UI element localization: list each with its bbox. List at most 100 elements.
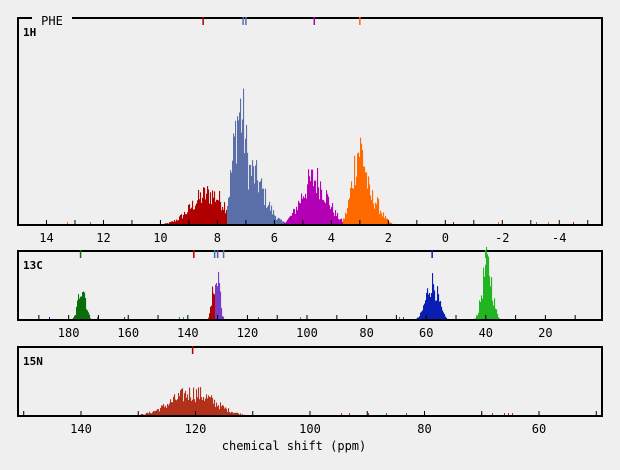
histogram-bar-13c bbox=[183, 317, 184, 320]
histogram-bar-15n bbox=[171, 402, 173, 416]
histogram-bar-15n bbox=[210, 397, 212, 416]
panel-frame-13c bbox=[17, 250, 603, 321]
histogram-bar-1h bbox=[325, 203, 327, 225]
histogram-bar-15n bbox=[232, 412, 234, 416]
panel-1h: 1H 14 12 10 8 6 4 2 0 -2 -4 bbox=[17, 17, 603, 245]
histogram-bar-15n bbox=[151, 413, 153, 416]
histogram-bar-1h bbox=[221, 210, 223, 225]
histogram-bar-1h bbox=[210, 192, 212, 225]
histogram-bar-1h bbox=[356, 176, 358, 225]
histogram-bar-1h bbox=[187, 212, 189, 225]
histogram-bar-13c bbox=[83, 291, 85, 320]
histogram-bar-15n bbox=[164, 407, 166, 416]
histogram-bar-1h bbox=[362, 149, 364, 225]
histogram-bar-1h bbox=[169, 222, 171, 225]
histogram-bar-13c bbox=[440, 301, 442, 320]
histogram-bar-1h bbox=[212, 190, 214, 225]
tick-label-15n: 140 bbox=[70, 422, 92, 436]
histogram-bar-15n bbox=[236, 412, 238, 416]
histogram-bar-13c bbox=[428, 294, 430, 320]
histogram-bar-13c bbox=[495, 308, 497, 320]
histogram-bar-15n bbox=[234, 412, 236, 416]
histogram-bar-1h bbox=[252, 160, 254, 225]
histogram-bar-1h bbox=[316, 193, 318, 225]
histogram-bar-1h bbox=[254, 183, 256, 225]
histogram-bar-13c bbox=[478, 312, 480, 320]
histogram-bar-13c bbox=[433, 284, 435, 320]
histogram-bar-1h bbox=[240, 98, 242, 225]
panel-label-1h: 1H bbox=[23, 26, 36, 39]
histogram-bar-15n bbox=[191, 400, 193, 416]
histogram-bar-1h bbox=[361, 143, 363, 225]
histogram-bar-13c bbox=[214, 294, 216, 320]
panel-frame-15n bbox=[17, 346, 603, 417]
histogram-bar-1h bbox=[335, 210, 337, 225]
histogram-bar-1h bbox=[256, 160, 258, 225]
histogram-bar-1h bbox=[199, 199, 201, 225]
histogram-bar-1h bbox=[329, 205, 331, 225]
histogram-bar-15n bbox=[181, 388, 183, 416]
histogram-bar-1h bbox=[366, 172, 368, 225]
histogram-bar-15n bbox=[217, 406, 219, 416]
histogram-bar-1h bbox=[190, 208, 192, 225]
histogram-bar-13c bbox=[97, 317, 98, 320]
histogram-bar-13c bbox=[476, 315, 478, 320]
histogram-bar-15n bbox=[176, 400, 178, 416]
histogram-bar-15n bbox=[201, 397, 203, 416]
histogram-bar-1h bbox=[218, 200, 220, 225]
histogram-bar-1h bbox=[322, 199, 324, 225]
histogram-bar-15n bbox=[155, 410, 157, 416]
histogram-bar-1h bbox=[334, 216, 336, 225]
histogram-bar-1h bbox=[244, 153, 246, 225]
histogram-bar-15n bbox=[216, 402, 218, 416]
histogram-bar-1h bbox=[317, 167, 319, 225]
histogram-bar-1h bbox=[177, 220, 179, 225]
histogram-bar-1h bbox=[222, 206, 224, 225]
histogram-bar-1h bbox=[215, 201, 217, 225]
histogram-bar-13c bbox=[485, 264, 487, 320]
histogram-bar-15n bbox=[146, 412, 148, 416]
histogram-bar-13c bbox=[497, 313, 499, 320]
histogram-bar-13c bbox=[480, 301, 482, 320]
histogram-bar-1h bbox=[305, 193, 307, 225]
panel-13c: 13C 180 160 140 120 100 80 60 40 20 bbox=[17, 246, 603, 340]
histogram-bar-1h bbox=[339, 219, 341, 225]
histogram-bar-15n bbox=[240, 413, 242, 416]
histogram-bar-1h bbox=[340, 219, 342, 225]
histogram-bar-1h bbox=[282, 221, 284, 225]
histogram-bar-1h bbox=[321, 189, 323, 225]
histogram-bar-1h bbox=[260, 181, 262, 225]
histogram-bar-15n bbox=[189, 387, 191, 416]
histogram-bar-15n bbox=[148, 413, 150, 416]
histogram-bar-1h bbox=[383, 212, 385, 225]
histogram-bar-13c bbox=[425, 300, 427, 320]
histogram-bar-1h bbox=[264, 205, 266, 225]
histogram-bar-13c bbox=[220, 291, 222, 320]
histogram-bar-1h bbox=[358, 152, 360, 225]
histogram-bar-15n bbox=[211, 395, 213, 416]
tick-label-1h: 8 bbox=[214, 231, 221, 245]
histogram-bar-1h bbox=[377, 197, 379, 225]
histogram-bar-1h bbox=[209, 203, 211, 225]
histogram-bar-15n bbox=[206, 394, 208, 416]
histogram-bar-15n bbox=[147, 412, 149, 416]
histogram-bar-1h bbox=[301, 193, 303, 225]
histogram-bar-1h bbox=[268, 204, 270, 225]
histogram-bar-1h bbox=[223, 209, 225, 225]
histogram-bar-1h bbox=[280, 219, 282, 225]
histogram-bar-15n bbox=[219, 409, 221, 416]
panel-15n: 15N 140 120 100 80 60 bbox=[17, 346, 603, 436]
histogram-bar-13c bbox=[81, 296, 83, 320]
histogram-bar-1h bbox=[173, 221, 175, 225]
histogram-bar-1h bbox=[269, 201, 271, 225]
histogram-bar-13c bbox=[443, 312, 445, 320]
histogram-bar-1h bbox=[192, 200, 194, 225]
histogram-bar-13c bbox=[399, 317, 400, 320]
histogram-bar-15n bbox=[179, 396, 181, 416]
histogram-bar-15n bbox=[229, 412, 231, 416]
histogram-bar-15n bbox=[512, 413, 513, 416]
histogram-bar-15n bbox=[205, 398, 207, 416]
tick-label-15n: 80 bbox=[417, 422, 431, 436]
histogram-bar-1h bbox=[363, 166, 365, 225]
histogram-bar-15n bbox=[192, 399, 194, 416]
